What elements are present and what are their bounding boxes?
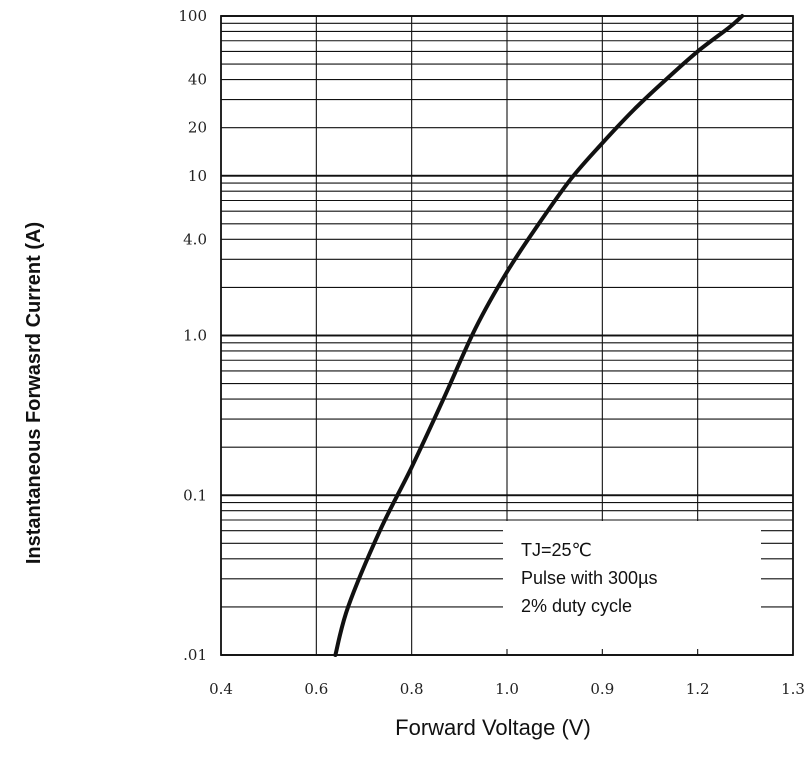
x-tick-labels: 0.4 0.6 0.8 1.0 0.9 1.2 1.3 [209,680,805,698]
annotation-box [503,521,761,649]
x-tick-label: 0.8 [400,680,424,698]
y-tick-label: 100 [178,7,207,25]
x-tick-label: 1.3 [781,680,805,698]
annotation-pulse: Pulse with 300µs [521,568,657,588]
x-axis-title: Forward Voltage (V) [395,715,591,740]
plot-frame [220,15,794,656]
y-tick-label: 40 [188,71,207,89]
y-tick-label: 0.1 [183,486,207,504]
annotation-duty-cycle: 2% duty cycle [521,596,632,616]
y-tick-labels: 100 40 20 10 4.0 1.0 0.1 .01 [178,7,207,664]
x-tick-label: 1.2 [686,680,710,698]
x-tick-label: 0.9 [590,680,614,698]
y-axis-title: Instantaneous Forwasrd Current (A) [23,222,45,564]
y-tick-label: 20 [188,119,207,137]
x-tick-label: 0.4 [209,680,233,698]
y-tick-label: 1.0 [183,327,207,345]
x-tick-label: 1.0 [495,680,519,698]
series-curve [333,14,745,657]
annotation-temperature: TJ=25℃ [521,540,592,560]
grid [220,15,794,656]
y-tick-label: 10 [188,167,207,185]
y-tick-label: .01 [183,646,207,664]
x-tick-label: 0.6 [304,680,328,698]
y-tick-label: 4.0 [183,230,207,248]
